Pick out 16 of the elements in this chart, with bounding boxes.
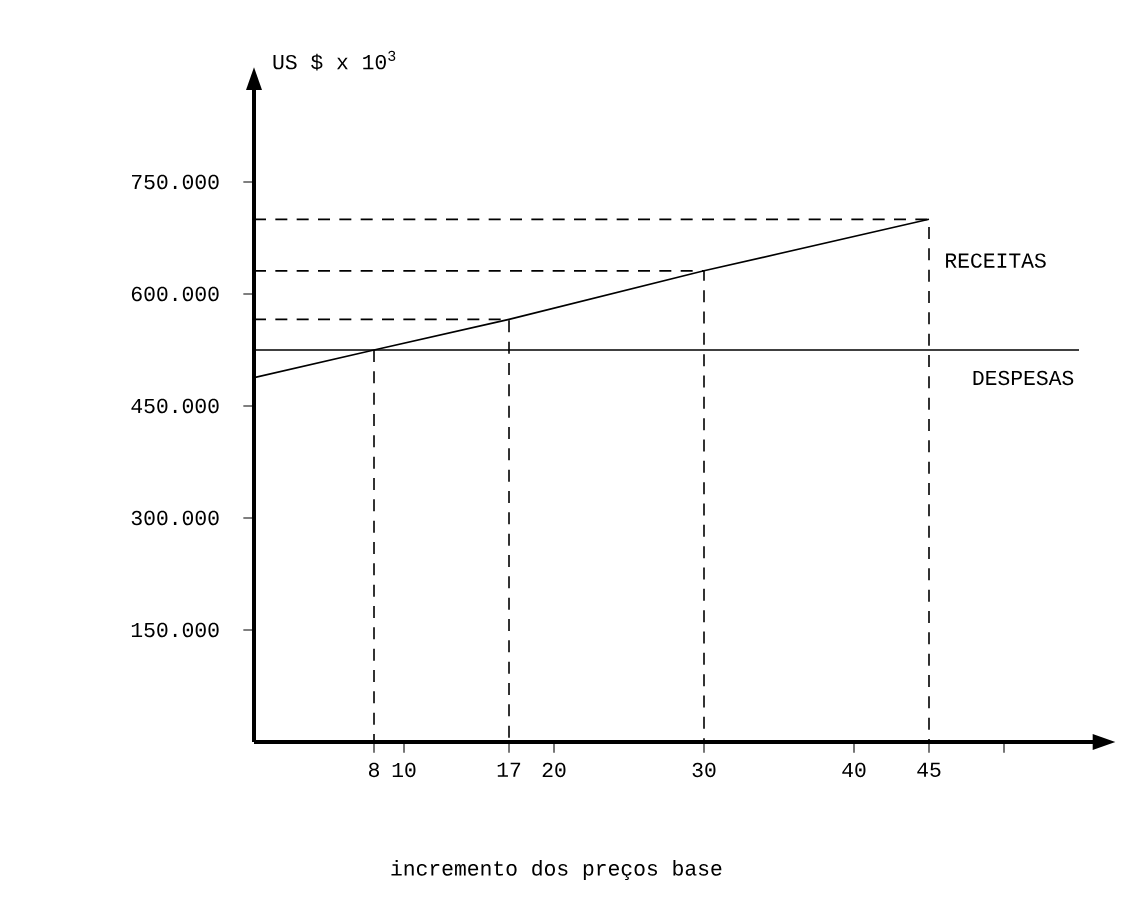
x-tick-label: 8 [368, 762, 379, 778]
series-label: DESPESAS [973, 370, 1074, 386]
y-tick-label: 750.000 [132, 174, 219, 190]
x-tick-label: 17 [497, 762, 521, 777]
y-tick-label: 150.000 [131, 622, 219, 638]
x-tick-label: 30 [692, 762, 716, 778]
y-tick-label: 450.000 [131, 398, 219, 414]
y-tick-label: 300.000 [131, 510, 219, 526]
x-axis-title: incremento dos preços base [391, 860, 722, 881]
y-tick-label: 600.000 [131, 286, 219, 302]
x-tick-label: 20 [542, 762, 566, 778]
series-label: RECEITAS [946, 253, 1046, 268]
x-tick-label: 40 [842, 762, 866, 778]
y-axis-title: US $ x 10$^{3}$ [273, 50, 396, 71]
x-tick-label: 10 [392, 762, 416, 778]
x-tick-label: 45 [917, 762, 941, 777]
